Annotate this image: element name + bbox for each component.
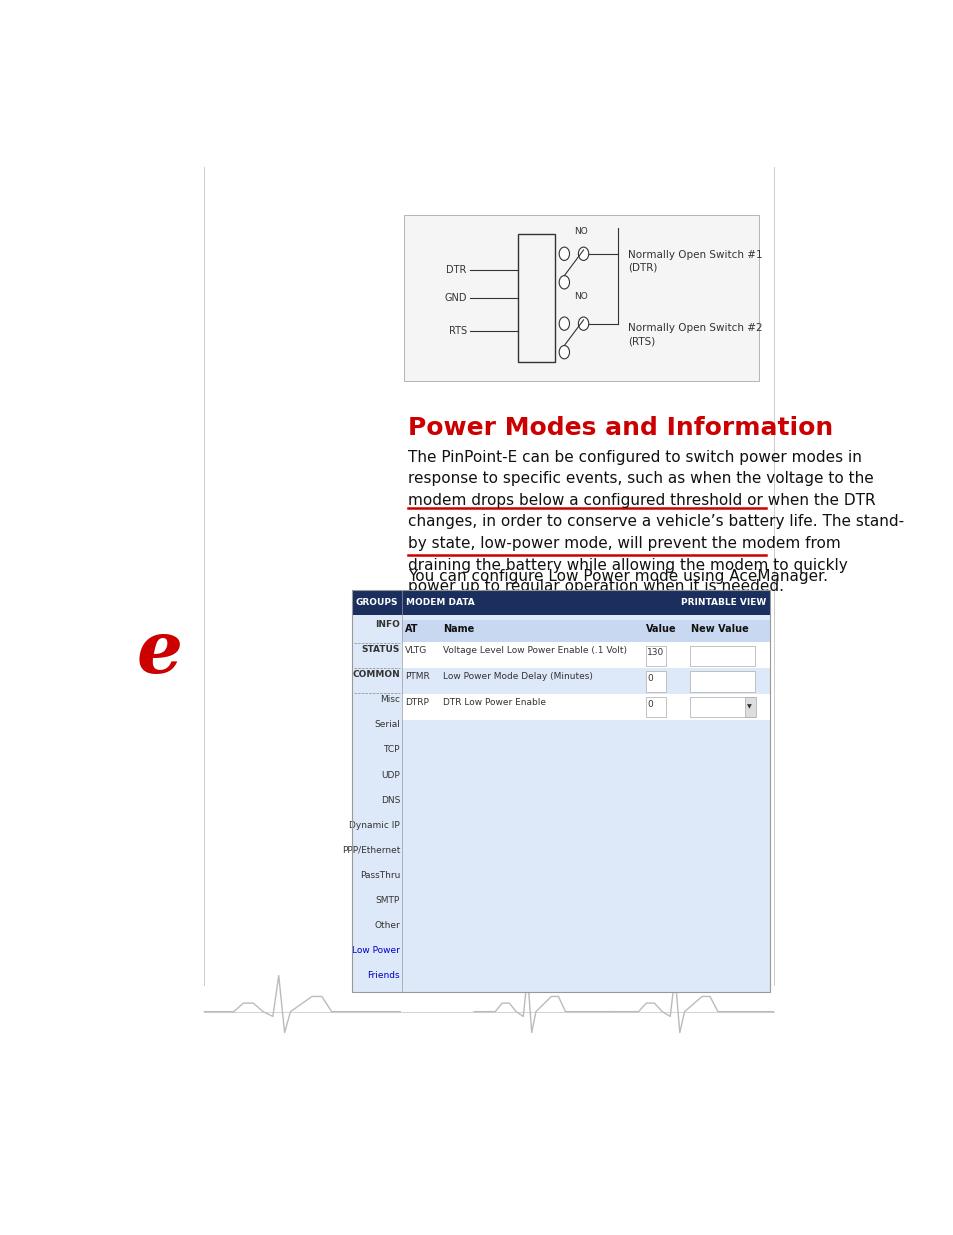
Text: PTMR: PTMR bbox=[405, 672, 430, 680]
Text: COMMON: COMMON bbox=[352, 671, 399, 679]
Text: NO: NO bbox=[574, 227, 587, 236]
Text: ▼: ▼ bbox=[746, 705, 751, 710]
Text: GROUPS: GROUPS bbox=[355, 598, 398, 608]
Bar bbox=[403, 215, 758, 382]
Circle shape bbox=[558, 275, 569, 289]
Bar bbox=[352, 590, 769, 992]
Bar bbox=[352, 615, 402, 992]
Text: Normally Open Switch #1
(DTR): Normally Open Switch #1 (DTR) bbox=[627, 249, 761, 273]
Bar bbox=[402, 620, 769, 642]
Bar bbox=[518, 233, 555, 362]
Circle shape bbox=[558, 317, 569, 330]
Bar bbox=[402, 694, 769, 720]
Text: TCP: TCP bbox=[383, 746, 399, 755]
Bar bbox=[689, 672, 754, 692]
Bar bbox=[689, 646, 754, 666]
Bar bbox=[402, 615, 769, 992]
Text: Voltage Level Low Power Enable (.1 Volt): Voltage Level Low Power Enable (.1 Volt) bbox=[442, 646, 626, 656]
Circle shape bbox=[578, 247, 588, 261]
Text: DTR Low Power Enable: DTR Low Power Enable bbox=[442, 698, 545, 706]
Text: e: e bbox=[137, 616, 183, 688]
Text: 0: 0 bbox=[646, 700, 652, 709]
Text: New Value: New Value bbox=[690, 624, 747, 634]
Text: INFO: INFO bbox=[375, 620, 399, 629]
Text: Value: Value bbox=[645, 624, 677, 634]
Text: SMTP: SMTP bbox=[375, 897, 399, 905]
Text: GND: GND bbox=[444, 293, 466, 303]
Text: Dynamic IP: Dynamic IP bbox=[349, 821, 399, 830]
Text: DNS: DNS bbox=[380, 795, 399, 805]
Text: VLTG: VLTG bbox=[405, 646, 427, 656]
Text: DTR: DTR bbox=[446, 264, 466, 274]
Text: Other: Other bbox=[374, 921, 399, 930]
Bar bbox=[689, 697, 754, 718]
Text: NO: NO bbox=[574, 291, 587, 301]
Circle shape bbox=[558, 247, 569, 261]
Bar bbox=[352, 590, 769, 615]
Bar bbox=[402, 642, 769, 668]
Text: The PinPoint-E can be configured to switch power modes in
response to specific e: The PinPoint-E can be configured to swit… bbox=[407, 450, 902, 594]
Text: Serial: Serial bbox=[374, 720, 399, 730]
Text: UDP: UDP bbox=[381, 771, 399, 779]
Text: PPP/Ethernet: PPP/Ethernet bbox=[341, 846, 399, 855]
Text: Normally Open Switch #2
(RTS): Normally Open Switch #2 (RTS) bbox=[627, 324, 761, 346]
Bar bbox=[645, 697, 665, 718]
Text: PassThru: PassThru bbox=[359, 871, 399, 881]
Bar bbox=[743, 697, 755, 718]
Text: Misc: Misc bbox=[379, 695, 399, 704]
Bar bbox=[402, 668, 769, 694]
Text: Name: Name bbox=[442, 624, 474, 634]
Text: AT: AT bbox=[405, 624, 418, 634]
Text: Friends: Friends bbox=[367, 972, 399, 981]
Text: RTS: RTS bbox=[448, 326, 466, 336]
Bar bbox=[645, 646, 665, 666]
Text: 0: 0 bbox=[646, 674, 652, 683]
Circle shape bbox=[558, 346, 569, 359]
Text: Power Modes and Information: Power Modes and Information bbox=[407, 416, 832, 441]
Text: STATUS: STATUS bbox=[361, 645, 399, 655]
Text: DTRP: DTRP bbox=[405, 698, 429, 706]
Bar bbox=[645, 672, 665, 692]
Text: 130: 130 bbox=[646, 648, 663, 657]
Text: PRINTABLE VIEW: PRINTABLE VIEW bbox=[680, 598, 765, 608]
Text: Low Power Mode Delay (Minutes): Low Power Mode Delay (Minutes) bbox=[442, 672, 592, 680]
Circle shape bbox=[578, 317, 588, 330]
Text: You can configure Low Power mode using AceManager.: You can configure Low Power mode using A… bbox=[407, 569, 827, 584]
Text: Low Power: Low Power bbox=[352, 946, 399, 956]
Text: MODEM DATA: MODEM DATA bbox=[406, 598, 475, 608]
